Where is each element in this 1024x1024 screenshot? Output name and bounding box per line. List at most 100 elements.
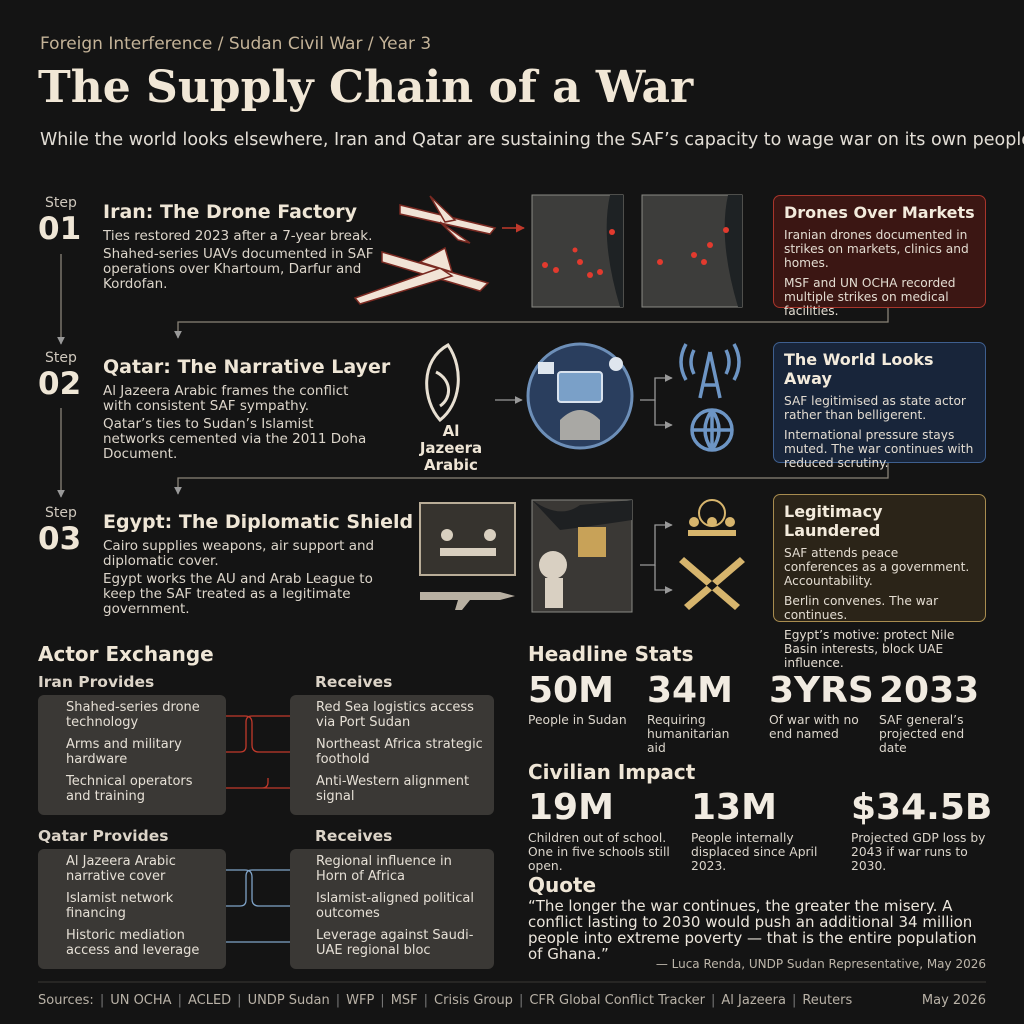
section-title: Civilian Impact — [528, 760, 696, 784]
step-title: Egypt: The Diplomatic Shield — [103, 511, 414, 533]
step-paragraph: Al Jazeera Arabic frames the conflict wi… — [103, 383, 349, 414]
stat-label: SAF general’s projected end date — [879, 713, 965, 755]
source: ACLED — [187, 993, 232, 1008]
source: WFP — [346, 993, 375, 1008]
branch-arrows — [640, 374, 673, 594]
source: Sources: — [38, 993, 94, 1008]
source: UN OCHA — [110, 993, 172, 1008]
step-body: Cairo supplies weapons, air support and … — [103, 539, 378, 620]
stat-value: 13M — [691, 787, 777, 828]
map-panel — [531, 194, 743, 308]
separator: | — [99, 993, 105, 1008]
stat-value: $34.5B — [851, 787, 993, 828]
provides-item: Shahed-series drone technology — [66, 700, 200, 730]
separator: | — [177, 993, 182, 1008]
receives-item: Regional influence in Horn of Africa — [316, 854, 452, 884]
separator: | — [518, 993, 524, 1008]
qatar-exchange-arrows — [216, 866, 303, 946]
stat-label: People internally displaced since April … — [691, 831, 818, 873]
provides-box: Al Jazeera Arabic narrative cover Islamis… — [38, 849, 226, 969]
receiver-label: Receives — [315, 827, 393, 845]
stat-label: People in Sudan — [528, 713, 627, 727]
quote-text: “The longer the war continues, the great… — [528, 897, 977, 963]
al-jazeera-mark — [425, 343, 460, 423]
receives-item: Anti-Western alignment signal — [316, 774, 470, 804]
section-title: Quote — [528, 873, 597, 897]
stat-label: Of war with no end named — [769, 713, 859, 741]
step-number: 02 — [38, 366, 82, 402]
sources: Sources: | UN OCHA | ACLED | UNDP Sudan | WFP | MS… — [38, 993, 852, 1008]
kicker: Foreign Interference / Sudan Civil War /… — [40, 34, 432, 54]
step-label: Step — [45, 505, 77, 521]
provider-label: Qatar Provides — [38, 827, 169, 845]
stat-label: Requiring humanitarian aid — [647, 713, 730, 755]
broadcast-illustration — [526, 342, 634, 450]
receives-item: Red Sea logistics access via Port Sudan — [316, 700, 474, 730]
stat-label: Children out of school. One in five scho… — [528, 831, 670, 873]
card-title: The World Looks Away — [784, 350, 934, 388]
stat-value: 50M — [528, 670, 614, 711]
stat-label: Projected GDP loss by 2043 if war runs t… — [851, 831, 986, 873]
source: CFR Global Conflict Tracker — [529, 993, 705, 1008]
source: Reuters — [802, 993, 853, 1008]
provides-item: Islamist network financing — [66, 891, 174, 921]
rifle-illustration — [420, 592, 515, 610]
conference-weapons-icons — [679, 499, 745, 610]
page-title: The Supply Chain of a War — [38, 62, 694, 113]
step-paragraph: Ties restored 2023 after a 7-year break. — [103, 228, 373, 244]
card-paragraph: Berlin convenes. The war continues. — [784, 594, 939, 622]
separator: | — [423, 993, 429, 1008]
provides-box: Shahed-series drone technology Arms and m… — [38, 695, 226, 815]
step-connectors — [57, 254, 889, 498]
receiver-label: Receives — [315, 673, 393, 691]
separator: | — [380, 993, 385, 1008]
receives-item: Islamist-aligned political outcomes — [316, 891, 474, 921]
source: UNDP Sudan — [247, 993, 330, 1008]
card-paragraph: SAF legitimised as state actor rather th… — [784, 394, 966, 422]
outcome-card: Drones Over Markets Iranian drones docume… — [773, 195, 986, 318]
provides-item: Al Jazeera Arabic narrative cover — [66, 854, 176, 884]
card-paragraph: MSF and UN OCHA recorded multiple strike… — [784, 276, 956, 318]
stat-value: 3YRS — [769, 670, 874, 711]
outcome-card: Legitimacy Laundered SAF attends peace co… — [773, 494, 986, 670]
separator: | — [237, 993, 242, 1008]
drone-illustration — [353, 195, 497, 305]
antenna-globe-icons — [679, 343, 741, 452]
card-paragraph: International pressure stays muted. The … — [784, 428, 974, 470]
subtitle: While the world looks elsewhere, Iran an… — [40, 130, 1024, 150]
provides-item: Historic mediation access and leverage — [66, 928, 200, 958]
meeting-illustration — [419, 502, 516, 576]
separator: | — [335, 993, 341, 1008]
stat-value: 34M — [647, 670, 733, 711]
step-label: Step — [45, 350, 77, 366]
outcome-card: The World Looks Away SAF legitimised as s… — [773, 342, 986, 470]
step-paragraph: Qatar’s ties to Sudan’s Islamist network… — [103, 416, 367, 462]
provider-label: Iran Provides — [38, 673, 155, 691]
step-paragraph: Cairo supplies weapons, air support and … — [103, 538, 375, 569]
receives-box: Regional influence in Horn of Africa Isla… — [290, 849, 494, 969]
step-paragraph: Shahed-series UAVs documented in SAF ope… — [103, 246, 374, 292]
source: Al Jazeera — [721, 993, 786, 1008]
egypt-map-illustration — [531, 499, 633, 613]
step-body: Ties restored 2023 after a 7-year break.… — [103, 229, 378, 295]
stat-value: 2033 — [879, 670, 980, 711]
provides-item: Arms and military hardware — [66, 737, 182, 767]
step-body: Al Jazeera Arabic frames the conflict wi… — [103, 384, 378, 465]
receives-box: Red Sea logistics access via Port Sudan N… — [290, 695, 494, 815]
receives-item: Leverage against Saudi-UAE regional bloc — [316, 928, 474, 958]
card-title: Legitimacy Laundered — [784, 502, 883, 540]
iran-exchange-arrows — [216, 712, 302, 788]
step-paragraph: Egypt works the AU and Arab League to ke… — [103, 571, 373, 617]
step-title: Qatar: The Narrative Layer — [103, 356, 391, 378]
section-title: Actor Exchange — [38, 642, 214, 666]
stat-value: 19M — [528, 787, 614, 828]
step-number: 01 — [38, 211, 82, 247]
provides-item: Technical operators and training — [66, 774, 193, 804]
separator: | — [791, 993, 797, 1008]
logo-text: Al Jazeera Arabic — [419, 422, 483, 474]
quote-attribution: — Luca Renda, UNDP Sudan Representative,… — [655, 957, 986, 971]
section-title: Headline Stats — [528, 642, 694, 666]
step-number: 03 — [38, 521, 82, 557]
